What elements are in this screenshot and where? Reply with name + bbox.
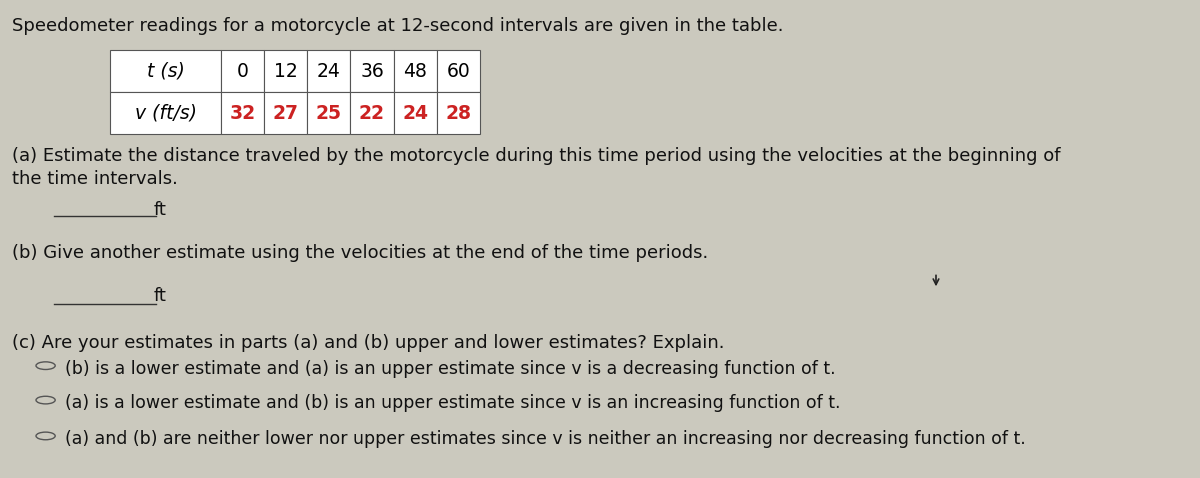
Bar [264, 50, 307, 92]
Bar [221, 92, 264, 134]
Text: (a) Estimate the distance traveled by the motorcycle during this time period usi: (a) Estimate the distance traveled by th… [12, 147, 1061, 165]
Bar [307, 92, 350, 134]
Bar [394, 50, 437, 92]
Bar [394, 92, 437, 134]
Bar [264, 92, 307, 134]
Text: (b) is a lower estimate and (a) is an upper estimate since v is a decreasing fun: (b) is a lower estimate and (a) is an up… [65, 360, 835, 378]
Text: ft: ft [154, 287, 167, 305]
Text: 27: 27 [272, 104, 299, 123]
Bar [307, 50, 350, 92]
Text: v (ft/s): v (ft/s) [134, 104, 197, 123]
Text: 25: 25 [316, 104, 342, 123]
Text: (c) Are your estimates in parts (a) and (b) upper and lower estimates? Explain.: (c) Are your estimates in parts (a) and … [12, 334, 725, 352]
Text: 12: 12 [274, 62, 298, 81]
Bar [110, 50, 221, 92]
Text: 28: 28 [445, 104, 472, 123]
Text: 48: 48 [403, 62, 427, 81]
Text: t (s): t (s) [146, 62, 185, 81]
Bar [350, 92, 394, 134]
Text: (a) is a lower estimate and (b) is an upper estimate since v is an increasing fu: (a) is a lower estimate and (b) is an up… [65, 394, 840, 413]
Text: 24: 24 [317, 62, 341, 81]
Text: (b) Give another estimate using the velocities at the end of the time periods.: (b) Give another estimate using the velo… [12, 244, 708, 262]
Text: Speedometer readings for a motorcycle at 12-second intervals are given in the ta: Speedometer readings for a motorcycle at… [12, 17, 784, 35]
Text: (a) and (b) are neither lower nor upper estimates since v is neither an increasi: (a) and (b) are neither lower nor upper … [65, 430, 1026, 448]
Text: 36: 36 [360, 62, 384, 81]
Text: 0: 0 [236, 62, 248, 81]
Text: ft: ft [154, 201, 167, 219]
Text: 22: 22 [359, 104, 385, 123]
Text: 32: 32 [229, 104, 256, 123]
Bar [221, 50, 264, 92]
Text: the time intervals.: the time intervals. [12, 170, 178, 188]
Text: 60: 60 [446, 62, 470, 81]
Bar [437, 92, 480, 134]
Bar [350, 50, 394, 92]
Bar [110, 92, 221, 134]
Text: 24: 24 [402, 104, 428, 123]
Bar [437, 50, 480, 92]
